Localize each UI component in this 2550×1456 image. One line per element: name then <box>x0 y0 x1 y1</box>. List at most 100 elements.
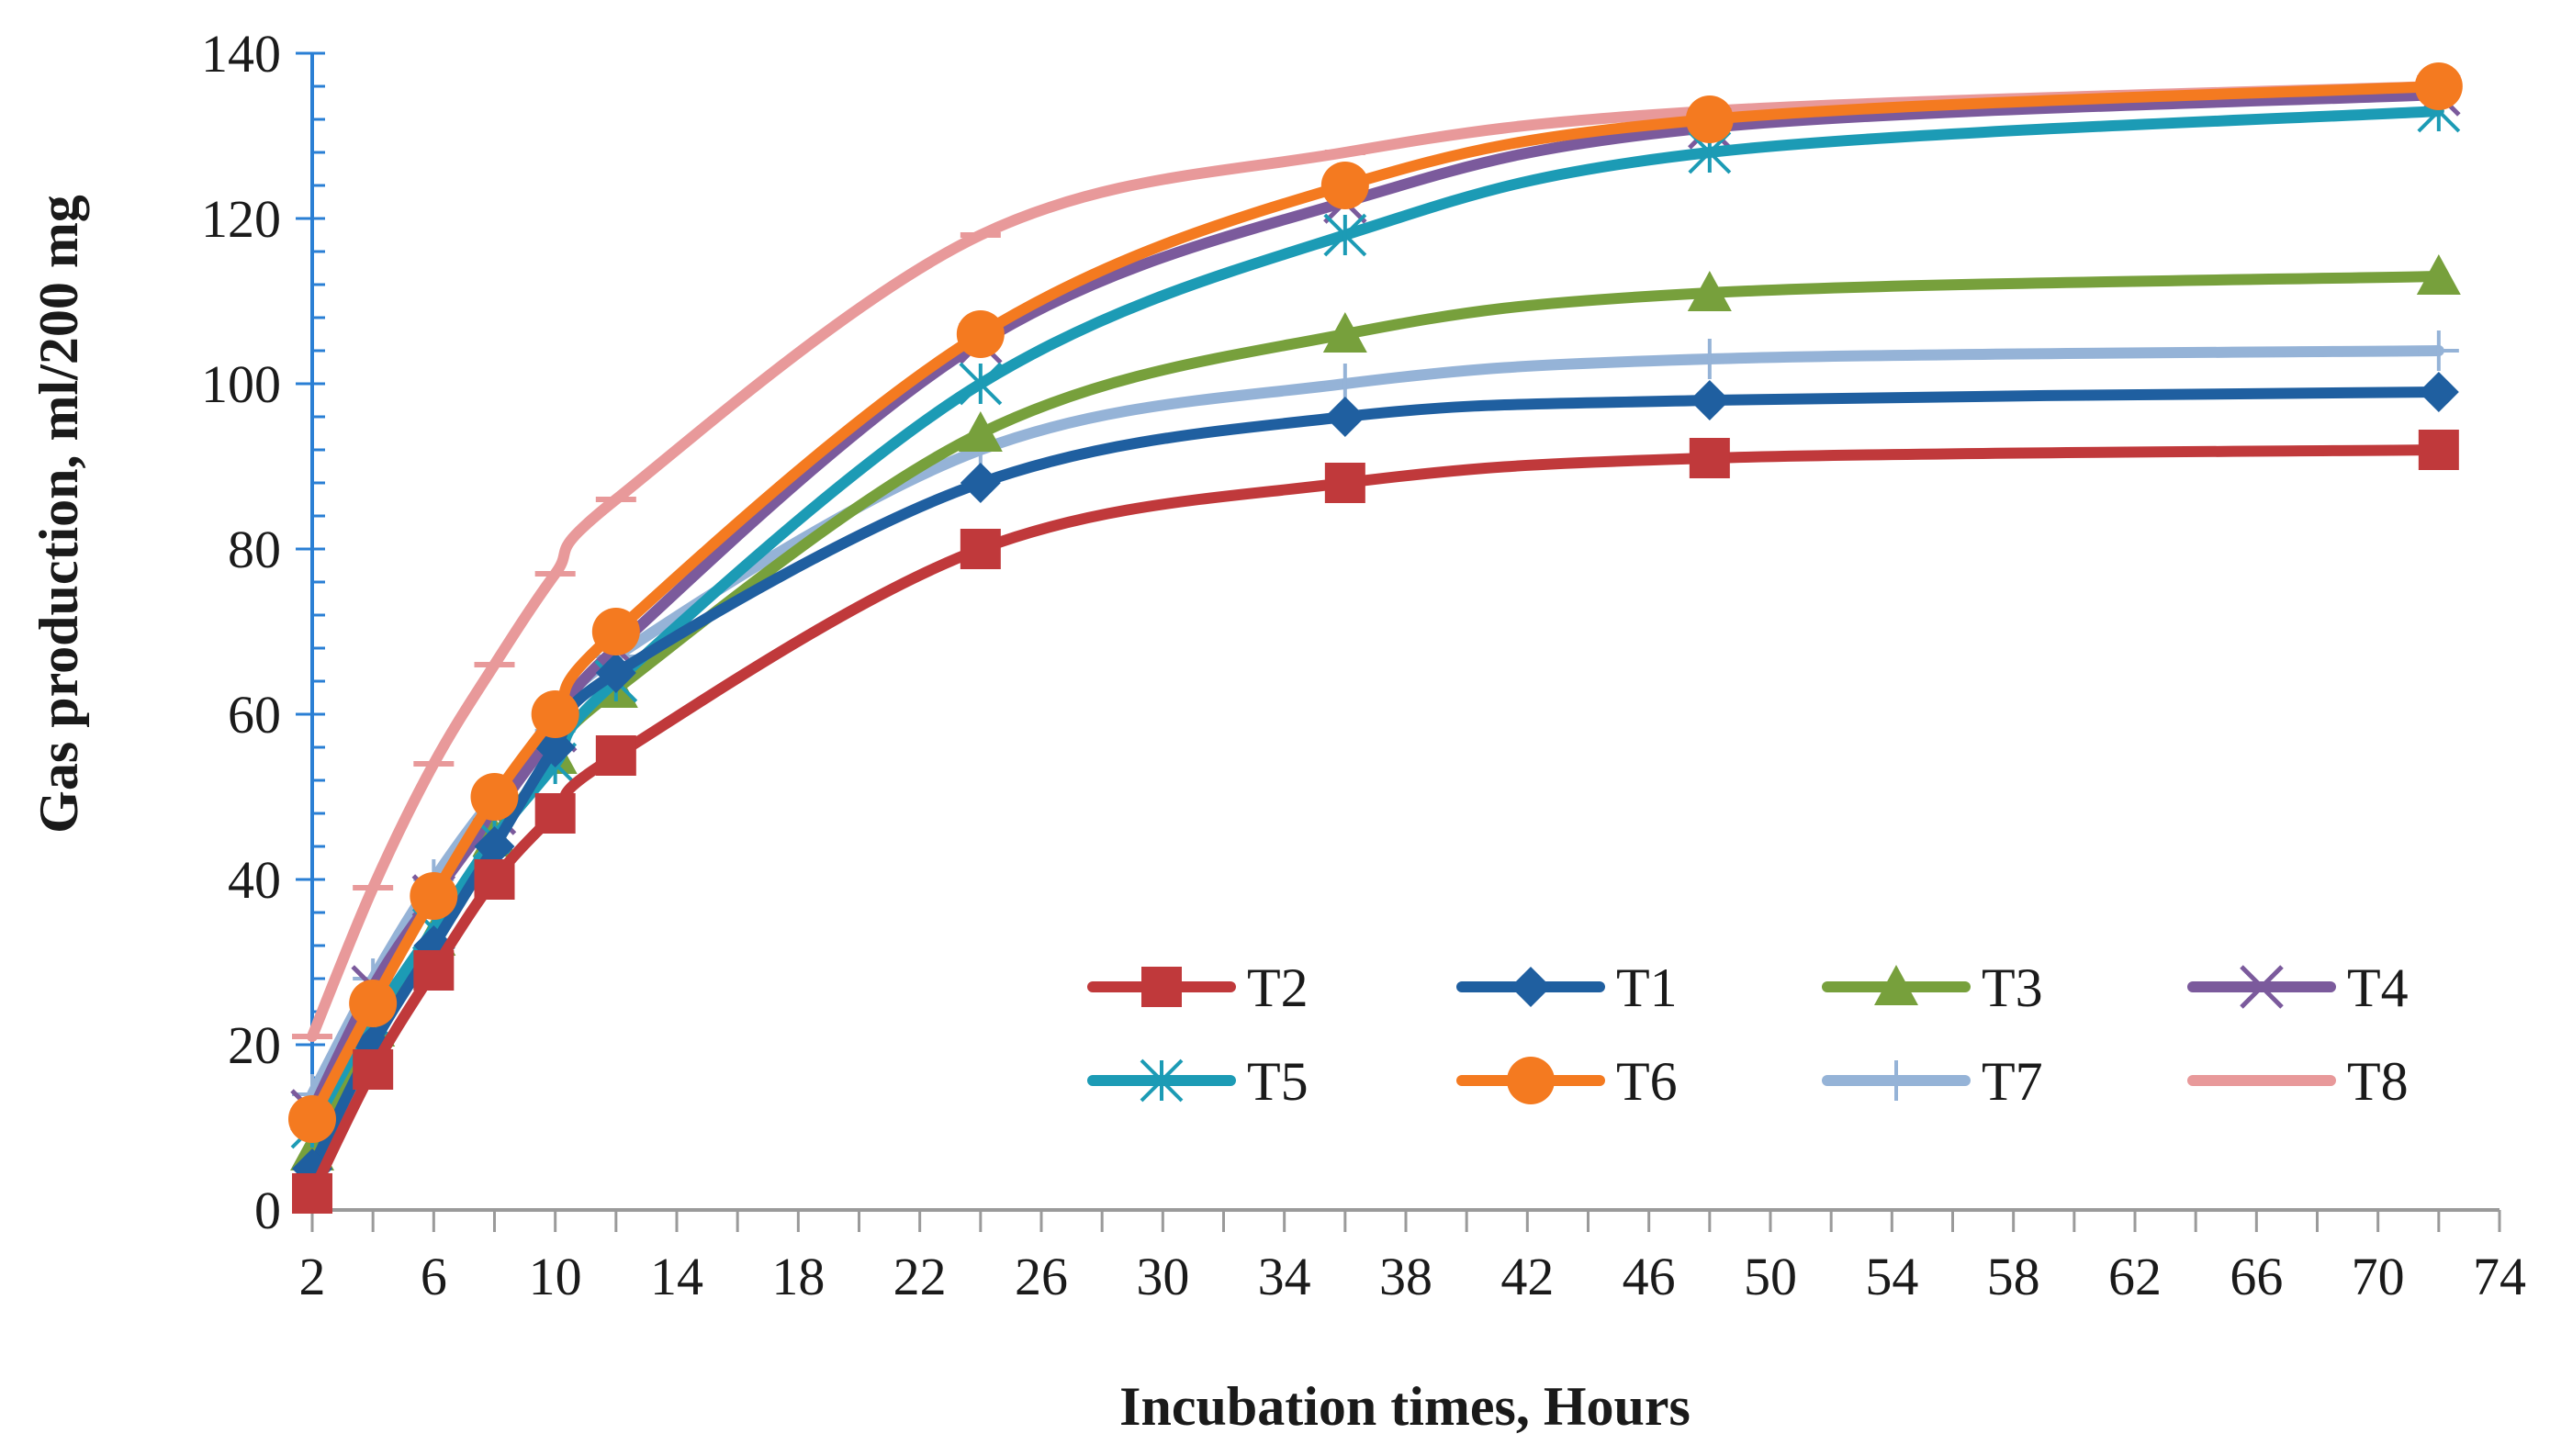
legend-marker <box>1507 1057 1555 1104</box>
x-tick-label: 38 <box>1379 1247 1432 1306</box>
series-t6 <box>288 62 2463 1143</box>
series-t4 <box>290 73 2461 1133</box>
data-point <box>474 826 515 867</box>
x-tick-label: 54 <box>1865 1247 1918 1306</box>
data-point <box>1685 95 1734 143</box>
data-point <box>2418 430 2459 470</box>
legend-label: T8 <box>2347 1051 2409 1112</box>
data-point <box>349 980 398 1027</box>
data-point <box>1689 380 1730 420</box>
marker-stroke <box>2240 965 2284 1009</box>
x-tick-label: 62 <box>2108 1247 2162 1306</box>
data-point <box>2416 254 2461 295</box>
data-point <box>470 773 519 821</box>
x-tick-label: 2 <box>299 1247 326 1306</box>
y-tick-label: 0 <box>254 1181 281 1240</box>
legend-label: T1 <box>1616 958 1678 1018</box>
data-point <box>958 411 1003 452</box>
data-point <box>1689 438 1730 478</box>
x-tick-label: 70 <box>2352 1247 2405 1306</box>
legend-label: T3 <box>1982 958 2043 1018</box>
x-tick-label: 74 <box>2473 1247 2526 1306</box>
data-point <box>959 362 1003 406</box>
y-tick-label: 60 <box>228 685 281 745</box>
data-point <box>595 735 636 776</box>
x-tick-label: 30 <box>1136 1247 1189 1306</box>
data-point <box>1324 397 1365 437</box>
x-tick-label: 34 <box>1258 1247 1311 1306</box>
series-line <box>307 271 2444 1158</box>
y-tick-label: 100 <box>201 354 281 414</box>
legend-label: T5 <box>1247 1051 1309 1112</box>
legend-marker <box>1511 967 1551 1007</box>
x-tick-label: 18 <box>771 1247 825 1306</box>
data-point <box>595 653 636 693</box>
data-point <box>353 1049 394 1090</box>
data-point <box>413 950 455 991</box>
legend-label: T2 <box>1247 958 1309 1018</box>
x-tick-label: 42 <box>1500 1247 1554 1306</box>
legend: T2 T1 T3 T4 T5 T6 T7 T8 <box>1087 958 2409 1112</box>
x-tick-label: 50 <box>1744 1247 1797 1306</box>
data-point <box>474 859 515 900</box>
series-t2 <box>292 430 2459 1214</box>
y-axis-title: Gas production, ml/200 mg <box>28 195 89 834</box>
series-group <box>288 62 2463 1214</box>
data-point <box>292 1173 332 1214</box>
legend-marker <box>1141 967 1182 1007</box>
data-point <box>2414 62 2463 110</box>
y-tick-label: 80 <box>228 520 281 579</box>
legend-item-t1: T1 <box>1456 958 1678 1018</box>
legend-label: T7 <box>1982 1051 2043 1112</box>
legend-marker <box>2240 965 2284 1009</box>
x-tick-label: 26 <box>1015 1247 1068 1306</box>
data-point <box>960 463 1001 503</box>
data-point <box>1689 339 1730 379</box>
legend-item-t8: T8 <box>2187 1051 2409 1112</box>
data-point <box>534 727 576 767</box>
x-tick-label: 6 <box>421 1247 447 1306</box>
x-tick-label: 22 <box>893 1247 947 1306</box>
data-point <box>1687 271 1732 311</box>
y-tick-label: 40 <box>228 850 281 910</box>
data-point <box>960 529 1001 569</box>
data-point <box>534 793 576 834</box>
legend-item-t4: T4 <box>2187 958 2409 1018</box>
series-line <box>307 345 2444 1100</box>
x-axis-title: Incubation times, Hours <box>1119 1376 1691 1437</box>
data-point <box>1324 463 1365 503</box>
series-line <box>307 444 2444 1199</box>
legend-item-t7: T7 <box>1822 1051 2043 1112</box>
data-point <box>288 1095 336 1143</box>
legend-item-t5: T5 <box>1087 1051 1309 1112</box>
legend-item-t3: T3 <box>1822 958 2043 1018</box>
legend-label: T4 <box>2347 958 2409 1018</box>
series-line <box>307 386 2444 1174</box>
x-tick-label: 46 <box>1623 1247 1676 1306</box>
data-point <box>956 310 1005 358</box>
x-tick-label: 14 <box>650 1247 703 1306</box>
legend-marker <box>1876 1060 1916 1101</box>
data-point <box>2418 330 2459 371</box>
data-point <box>591 608 640 655</box>
legend-marker <box>1874 965 1918 1005</box>
y-tick-label: 20 <box>228 1015 281 1075</box>
data-point <box>410 872 458 920</box>
data-point <box>531 690 579 738</box>
y-tick-label: 120 <box>201 189 281 249</box>
x-tick-label: 58 <box>1987 1247 2040 1306</box>
legend-item-t6: T6 <box>1456 1051 1678 1112</box>
data-point <box>1320 162 1369 209</box>
series-line <box>307 81 2444 1125</box>
series-line <box>307 89 2444 1116</box>
legend-label: T6 <box>1616 1051 1678 1112</box>
data-point <box>1323 213 1367 257</box>
data-point <box>2418 372 2459 412</box>
x-tick-label: 66 <box>2230 1247 2283 1306</box>
y-tick-label: 140 <box>201 24 281 84</box>
legend-marker <box>1140 1058 1184 1103</box>
legend-item-t2: T2 <box>1087 958 1309 1018</box>
